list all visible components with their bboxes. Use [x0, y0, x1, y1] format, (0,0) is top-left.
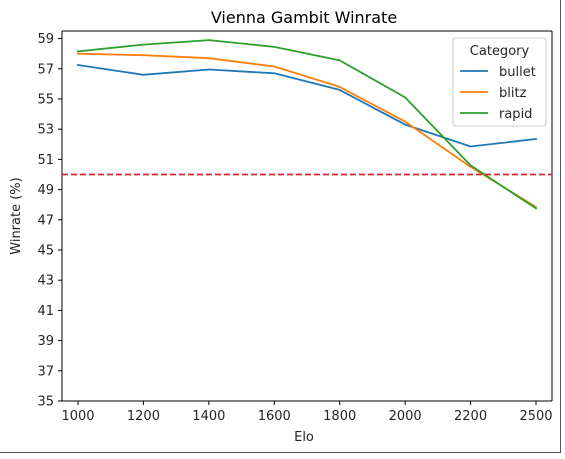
y-tick-label: 35 [37, 395, 54, 410]
y-tick-label: 57 [37, 62, 54, 77]
x-axis-label: Elo [294, 430, 314, 445]
legend-label-bullet: bullet [499, 65, 536, 80]
y-tick-label: 37 [37, 364, 54, 379]
x-tick-label: 1600 [258, 409, 291, 424]
y-tick-label: 49 [37, 183, 54, 198]
plot-area: 35 37 39 41 43 45 47 49 51 53 55 57 59 1000 1200 1400 16… [37, 30, 553, 424]
x-tick-label: 2500 [519, 409, 552, 424]
legend-label-rapid: rapid [499, 107, 532, 122]
legend-title: Category [470, 44, 530, 59]
y-tick-label: 59 [37, 32, 54, 47]
legend: Category bullet blitz rapid [452, 37, 547, 127]
x-tick-label: 2000 [389, 409, 422, 424]
y-tick-label: 41 [37, 304, 54, 319]
x-tick-label: 1000 [61, 409, 94, 424]
x-tick-label: 1200 [127, 409, 160, 424]
screenshot-edge-right [560, 0, 561, 452]
legend-box [452, 37, 547, 127]
screenshot-edge-bottom [0, 452, 561, 453]
series-line-bullet [76, 63, 537, 148]
x-tick-label: 1800 [323, 409, 356, 424]
y-tick-label: 43 [37, 274, 54, 289]
y-tick-label: 47 [37, 213, 54, 228]
series-line-rapid [77, 39, 538, 210]
y-tick-label: 53 [37, 123, 54, 138]
y-tick-label: 39 [37, 334, 54, 349]
y-tick-label: 51 [37, 153, 54, 168]
legend-label-blitz: blitz [499, 86, 527, 101]
y-tick-label: 45 [37, 243, 54, 258]
chart-title: Vienna Gambit Winrate [211, 8, 397, 27]
series-line-blitz [77, 52, 538, 209]
x-tick-label: 1400 [192, 409, 225, 424]
y-axis-label: Winrate (%) [9, 177, 24, 254]
y-tick-label: 55 [37, 92, 54, 107]
x-tick-label: 2200 [454, 409, 487, 424]
